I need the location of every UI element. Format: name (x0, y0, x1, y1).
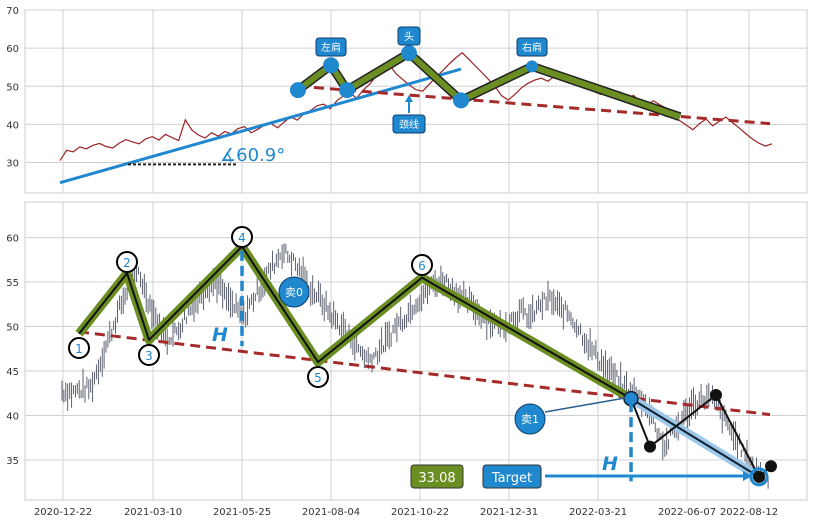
svg-text:4: 4 (238, 231, 246, 245)
svg-text:左肩: 左肩 (321, 41, 341, 54)
target-path-line (630, 397, 760, 478)
sell-1-marker: 卖1 (514, 403, 546, 435)
right-shoulder-label: 右肩 (516, 37, 548, 57)
hs-point-4 (453, 92, 469, 109)
point-6-marker: 6 (411, 254, 433, 276)
post-breakout-point-1 (710, 389, 722, 401)
top-trend-line (59, 67, 462, 185)
top-y-tick-40: 40 (6, 120, 19, 131)
svg-text:3: 3 (145, 349, 153, 363)
svg-text:卖1: 卖1 (521, 413, 539, 426)
x-tick-4: 2021-10-22 (391, 507, 449, 518)
svg-text:6: 6 (418, 259, 426, 273)
top-y-tick-30: 30 (6, 159, 19, 170)
x-tick-7: 2022-06-07 (658, 507, 716, 518)
point-1-marker: 1 (68, 337, 90, 359)
hs-point-2 (339, 82, 355, 99)
point-5-marker: 5 (307, 366, 329, 388)
sell-0-marker: 卖0 (278, 276, 310, 308)
hs-point-5 (526, 60, 538, 73)
post-breakout-point-3 (765, 460, 777, 473)
bottom-y-tick-35: 35 (6, 456, 19, 467)
neckline-arrow-head (405, 95, 413, 102)
top-y-tick-70: 70 (6, 6, 19, 17)
svg-text:2: 2 (123, 256, 131, 270)
target-arrow-head (743, 471, 752, 481)
bottom-y-tick-45: 45 (6, 367, 19, 378)
svg-text:头: 头 (404, 31, 414, 43)
svg-text:5: 5 (314, 371, 322, 385)
top-price-series (59, 51, 773, 161)
x-tick-6: 2022-03-21 (569, 507, 627, 518)
top-y-tick-50: 50 (6, 82, 19, 93)
top-y-tick-60: 60 (6, 44, 19, 55)
svg-text:33.08: 33.08 (418, 471, 455, 486)
hs-point-3 (401, 45, 417, 62)
target-point-ring (749, 467, 769, 487)
point-4-marker: 4 (231, 226, 253, 248)
target-value-badge: 33.08 (410, 464, 464, 489)
bottom-y-tick-40: 40 (6, 411, 19, 422)
x-tick-3: 2021-08-04 (302, 507, 360, 518)
x-tick-0: 2020-12-22 (34, 507, 92, 518)
sell-1-pointer (544, 397, 626, 413)
x-tick-5: 2021-12-31 (480, 507, 538, 518)
head-label: 头 (397, 26, 421, 46)
point-3-marker: 3 (138, 344, 160, 366)
post-breakout-point-0 (644, 440, 656, 453)
x-tick-1: 2021-03-10 (124, 507, 182, 518)
neckline-label: 颈线 (392, 114, 426, 134)
target-badge: Target (482, 464, 542, 489)
bottom-neckline (78, 330, 771, 417)
x-tick-2: 2021-05-25 (213, 507, 271, 518)
height-label-right: H (602, 453, 618, 475)
height-label-left: H (212, 324, 228, 346)
trend-angle-label: ∡60.9° (220, 145, 285, 166)
point-2-marker: 2 (116, 251, 138, 273)
svg-text:颈线: 颈线 (399, 118, 419, 131)
bottom-y-tick-50: 50 (6, 323, 19, 334)
bottom-y-tick-60: 60 (6, 234, 19, 245)
svg-text:卖0: 卖0 (285, 286, 303, 299)
bottom-y-tick-55: 55 (6, 278, 19, 289)
svg-text:右肩: 右肩 (522, 41, 542, 54)
hs-point-1 (323, 57, 339, 74)
svg-text:1: 1 (75, 342, 83, 356)
svg-text:Target: Target (491, 471, 532, 486)
post-breakout-point-2 (753, 470, 765, 483)
x-tick-8: 2022-08-12 (720, 507, 778, 518)
left-shoulder-label: 左肩 (315, 37, 347, 57)
hs-point-0 (290, 82, 306, 99)
